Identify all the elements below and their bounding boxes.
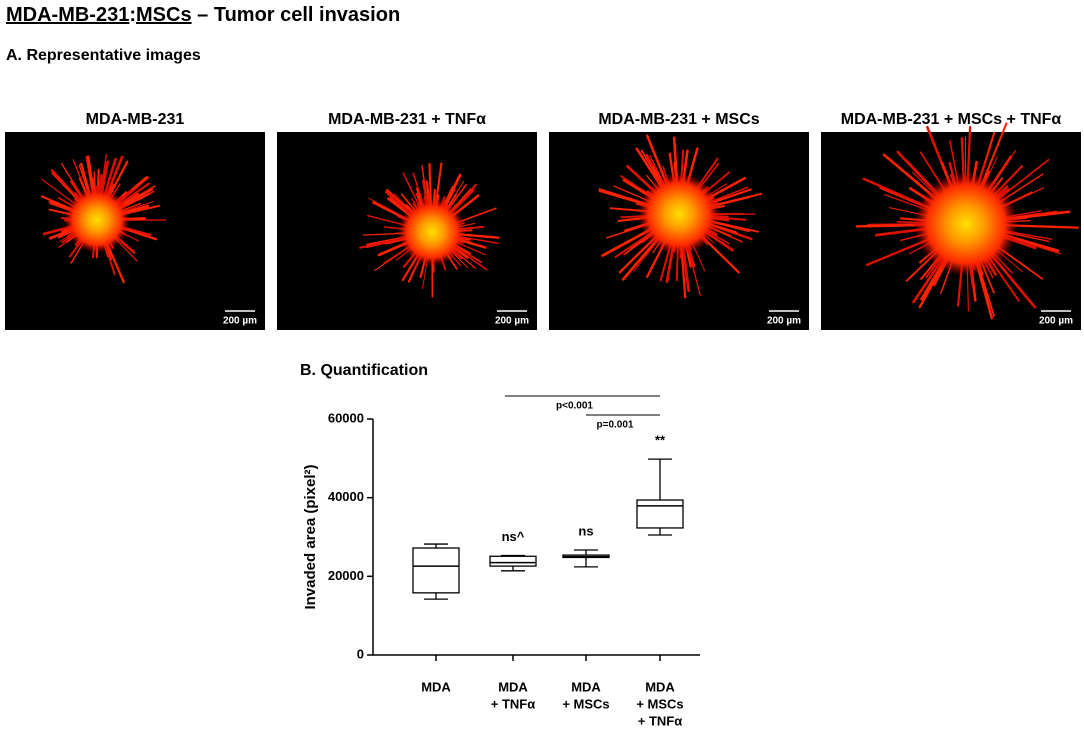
x-tick-label: + TNFα	[491, 696, 535, 711]
x-tick-label: MDA	[645, 679, 675, 694]
y-tick-label: 40000	[328, 489, 364, 504]
point-label: ns	[578, 523, 593, 538]
chart-title: B. Quantification	[300, 362, 428, 379]
x-tick-label: + MSCs	[562, 696, 609, 711]
title-part: MDA-MB-231	[6, 4, 129, 26]
significance-label: p=0.001	[597, 420, 634, 431]
point-label: **	[655, 433, 666, 448]
scale-bar-label: 200 µm	[1039, 316, 1073, 327]
x-tick-label: MDA	[571, 679, 601, 694]
spheroid-core	[638, 173, 721, 256]
point-label: ns^	[502, 529, 525, 544]
spheroid-core	[914, 172, 1019, 277]
figure-title: MDA-MB-231:MSCs – Tumor cell invasion	[6, 4, 400, 26]
x-tick-label: MDA	[421, 679, 451, 694]
spheroid-core	[64, 187, 130, 253]
image-label: MDA-MB-231 + MSCs	[598, 111, 759, 128]
title-part: :	[129, 4, 136, 26]
y-tick-label: 0	[357, 646, 364, 661]
image-row: MDA-MB-231 200 µm MDA-MB-231 + TNFα 200 µm M…	[5, 111, 1081, 330]
spheroid-core	[398, 198, 466, 266]
x-tick-label: MDA	[498, 679, 528, 694]
title-part: MSCs	[136, 4, 192, 26]
significance-label: p<0.001	[556, 401, 593, 412]
image-label: MDA-MB-231	[86, 111, 185, 128]
x-tick-label: + MSCs	[636, 696, 683, 711]
box	[637, 500, 683, 528]
box-plot: 0 20000 40000 60000 Invaded area (pixel²) MDA…	[302, 396, 700, 728]
y-tick-label: 20000	[328, 568, 364, 583]
scale-bar-label: 200 µm	[767, 316, 801, 327]
y-tick-label: 60000	[328, 410, 364, 425]
box	[413, 548, 459, 593]
image-label: MDA-MB-231 + TNFα	[328, 111, 486, 128]
box	[490, 556, 536, 566]
scale-bar-label: 200 µm	[495, 316, 529, 327]
scale-bar-label: 200 µm	[223, 316, 257, 327]
y-axis-label: Invaded area (pixel²)	[302, 464, 319, 609]
title-part: – Tumor cell invasion	[192, 4, 401, 26]
panel-label: A. Representative images	[6, 47, 201, 64]
x-tick-label: + TNFα	[638, 713, 682, 728]
image-label: MDA-MB-231 + MSCs + TNFα	[841, 111, 1062, 128]
